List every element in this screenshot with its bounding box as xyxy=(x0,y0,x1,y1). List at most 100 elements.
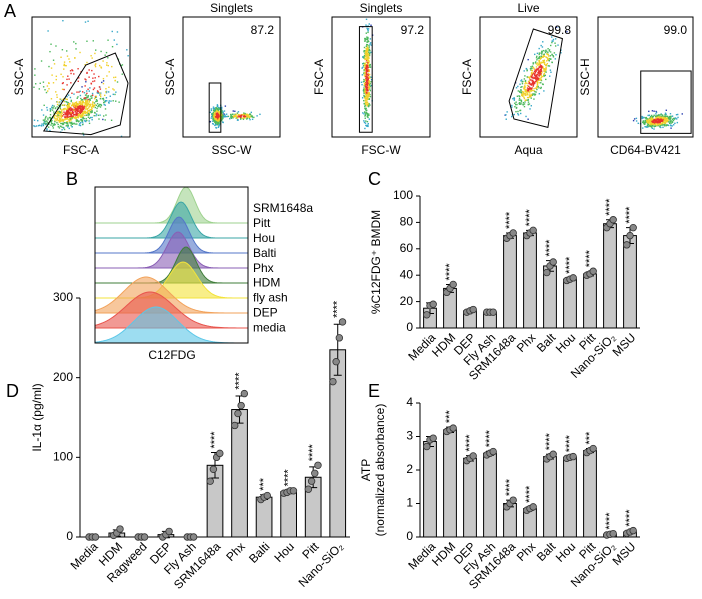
flow-event xyxy=(641,116,644,118)
flow-event xyxy=(549,75,551,77)
flow-event xyxy=(658,120,660,123)
significance: **** xyxy=(444,263,456,281)
flow-event xyxy=(84,97,87,99)
flow-event xyxy=(368,114,370,117)
flow-event xyxy=(69,122,72,124)
data-point xyxy=(589,444,597,453)
flow-event xyxy=(645,126,647,128)
flow-event xyxy=(34,74,36,76)
flow-event xyxy=(365,96,367,99)
legend-label: media xyxy=(253,320,286,334)
flow-event xyxy=(535,57,538,59)
flow-event xyxy=(87,20,89,22)
flow-event xyxy=(64,107,66,110)
flow-event xyxy=(538,60,540,62)
flow-event xyxy=(45,115,47,118)
flow-event xyxy=(44,121,46,123)
flow-event xyxy=(547,58,550,60)
flow-event xyxy=(526,96,529,99)
flow-event xyxy=(70,109,73,111)
flow-event xyxy=(86,107,88,110)
bar xyxy=(463,457,477,538)
flow-event xyxy=(44,123,46,125)
flow-event xyxy=(653,122,656,124)
flow-event xyxy=(530,73,533,75)
flow-event xyxy=(82,134,85,136)
flow-event xyxy=(229,116,232,118)
flow-event xyxy=(370,51,372,54)
flow-event xyxy=(219,123,221,125)
flow-event xyxy=(367,92,370,94)
flow-event xyxy=(60,56,62,58)
flow-event xyxy=(251,118,254,121)
flow-event xyxy=(83,97,85,99)
flow-event xyxy=(534,62,537,64)
flow-event xyxy=(82,108,85,110)
flow-event xyxy=(56,103,59,106)
flow-event xyxy=(85,120,87,123)
flow-event xyxy=(49,110,52,112)
significance: **** xyxy=(604,198,616,216)
flow-event xyxy=(51,104,54,107)
flow-event xyxy=(644,125,646,128)
flow-event xyxy=(93,102,96,104)
flow-event xyxy=(218,125,220,128)
flow-event xyxy=(659,126,661,128)
flow-event xyxy=(251,115,254,118)
flow-event xyxy=(79,115,82,117)
flow-event xyxy=(49,50,51,53)
flow-event xyxy=(529,86,531,89)
flow-event xyxy=(650,122,653,124)
flow-event xyxy=(54,118,56,120)
data-point xyxy=(509,496,517,504)
x-tick-label: Phx xyxy=(514,330,539,355)
flow-event xyxy=(364,82,366,85)
y-tick-label: 100 xyxy=(53,450,73,464)
flow-event xyxy=(364,127,366,130)
flow-event xyxy=(650,125,653,127)
flow-event xyxy=(74,57,76,59)
flow-event xyxy=(60,100,63,102)
flow-event xyxy=(93,115,95,117)
flow-event xyxy=(644,123,646,126)
flow-event xyxy=(363,78,365,81)
flow-event xyxy=(215,119,218,121)
flow-event xyxy=(49,117,51,119)
flow-event xyxy=(530,95,532,98)
data-point xyxy=(569,274,577,282)
flow-event xyxy=(550,44,552,47)
flow-event xyxy=(100,66,102,68)
flow-event xyxy=(542,55,544,57)
flow-event xyxy=(218,113,220,116)
flow-event xyxy=(82,117,84,119)
flow-event xyxy=(532,67,535,69)
flow-event xyxy=(369,49,371,52)
flow-event xyxy=(53,124,55,126)
flow-event xyxy=(256,115,258,117)
flow-event xyxy=(68,112,71,114)
flow-event xyxy=(361,67,363,69)
flow-event xyxy=(71,126,73,128)
flow-event xyxy=(546,53,548,55)
flow-event xyxy=(662,115,664,117)
flow-event xyxy=(363,55,365,58)
flow-event xyxy=(532,72,534,74)
flow-event xyxy=(652,120,654,122)
flow-event xyxy=(663,119,666,121)
flow-event xyxy=(51,74,53,76)
flow-event xyxy=(652,121,655,123)
flow-event xyxy=(552,38,555,41)
flow-event xyxy=(363,95,366,98)
legend-label: SRM1648a xyxy=(253,201,313,215)
flow-event xyxy=(73,109,76,111)
flow-event xyxy=(653,119,655,121)
flow-event xyxy=(523,70,525,72)
flow-event xyxy=(542,75,544,78)
data-point xyxy=(311,469,319,477)
flow-event xyxy=(544,70,546,72)
data-point xyxy=(338,318,347,326)
flow-event xyxy=(545,78,547,81)
flow-event xyxy=(88,117,91,120)
flow-event xyxy=(50,67,53,69)
flow-event xyxy=(546,57,549,59)
